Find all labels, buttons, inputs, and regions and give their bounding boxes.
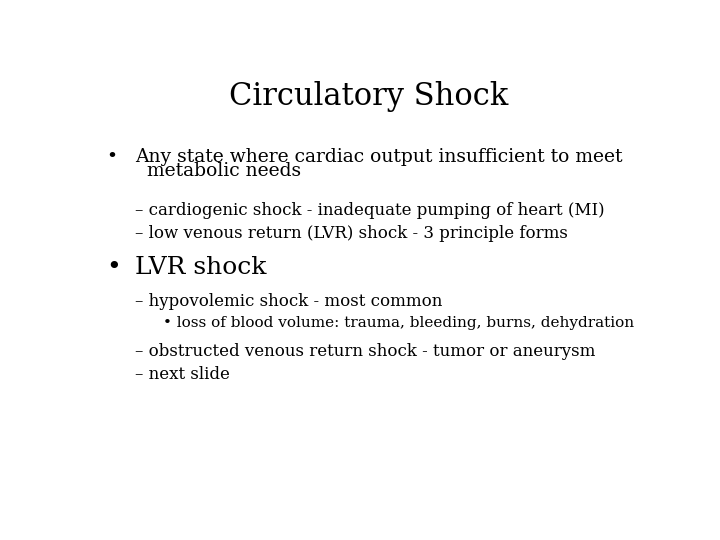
- Text: – hypovolemic shock - most common: – hypovolemic shock - most common: [135, 293, 442, 310]
- Text: •: •: [107, 148, 118, 166]
- Text: •: •: [107, 256, 122, 279]
- Text: – obstructed venous return shock - tumor or aneurysm: – obstructed venous return shock - tumor…: [135, 343, 595, 360]
- Text: – next slide: – next slide: [135, 366, 230, 383]
- Text: Any state where cardiac output insufficient to meet: Any state where cardiac output insuffici…: [135, 148, 622, 166]
- Text: LVR shock: LVR shock: [135, 256, 266, 279]
- Text: – cardiogenic shock - inadequate pumping of heart (MI): – cardiogenic shock - inadequate pumping…: [135, 202, 604, 219]
- Text: metabolic needs: metabolic needs: [135, 162, 301, 180]
- Text: Circulatory Shock: Circulatory Shock: [230, 82, 508, 112]
- Text: – low venous return (LVR) shock - 3 principle forms: – low venous return (LVR) shock - 3 prin…: [135, 225, 567, 242]
- Text: • loss of blood volume: trauma, bleeding, burns, dehydration: • loss of blood volume: trauma, bleeding…: [163, 316, 634, 330]
